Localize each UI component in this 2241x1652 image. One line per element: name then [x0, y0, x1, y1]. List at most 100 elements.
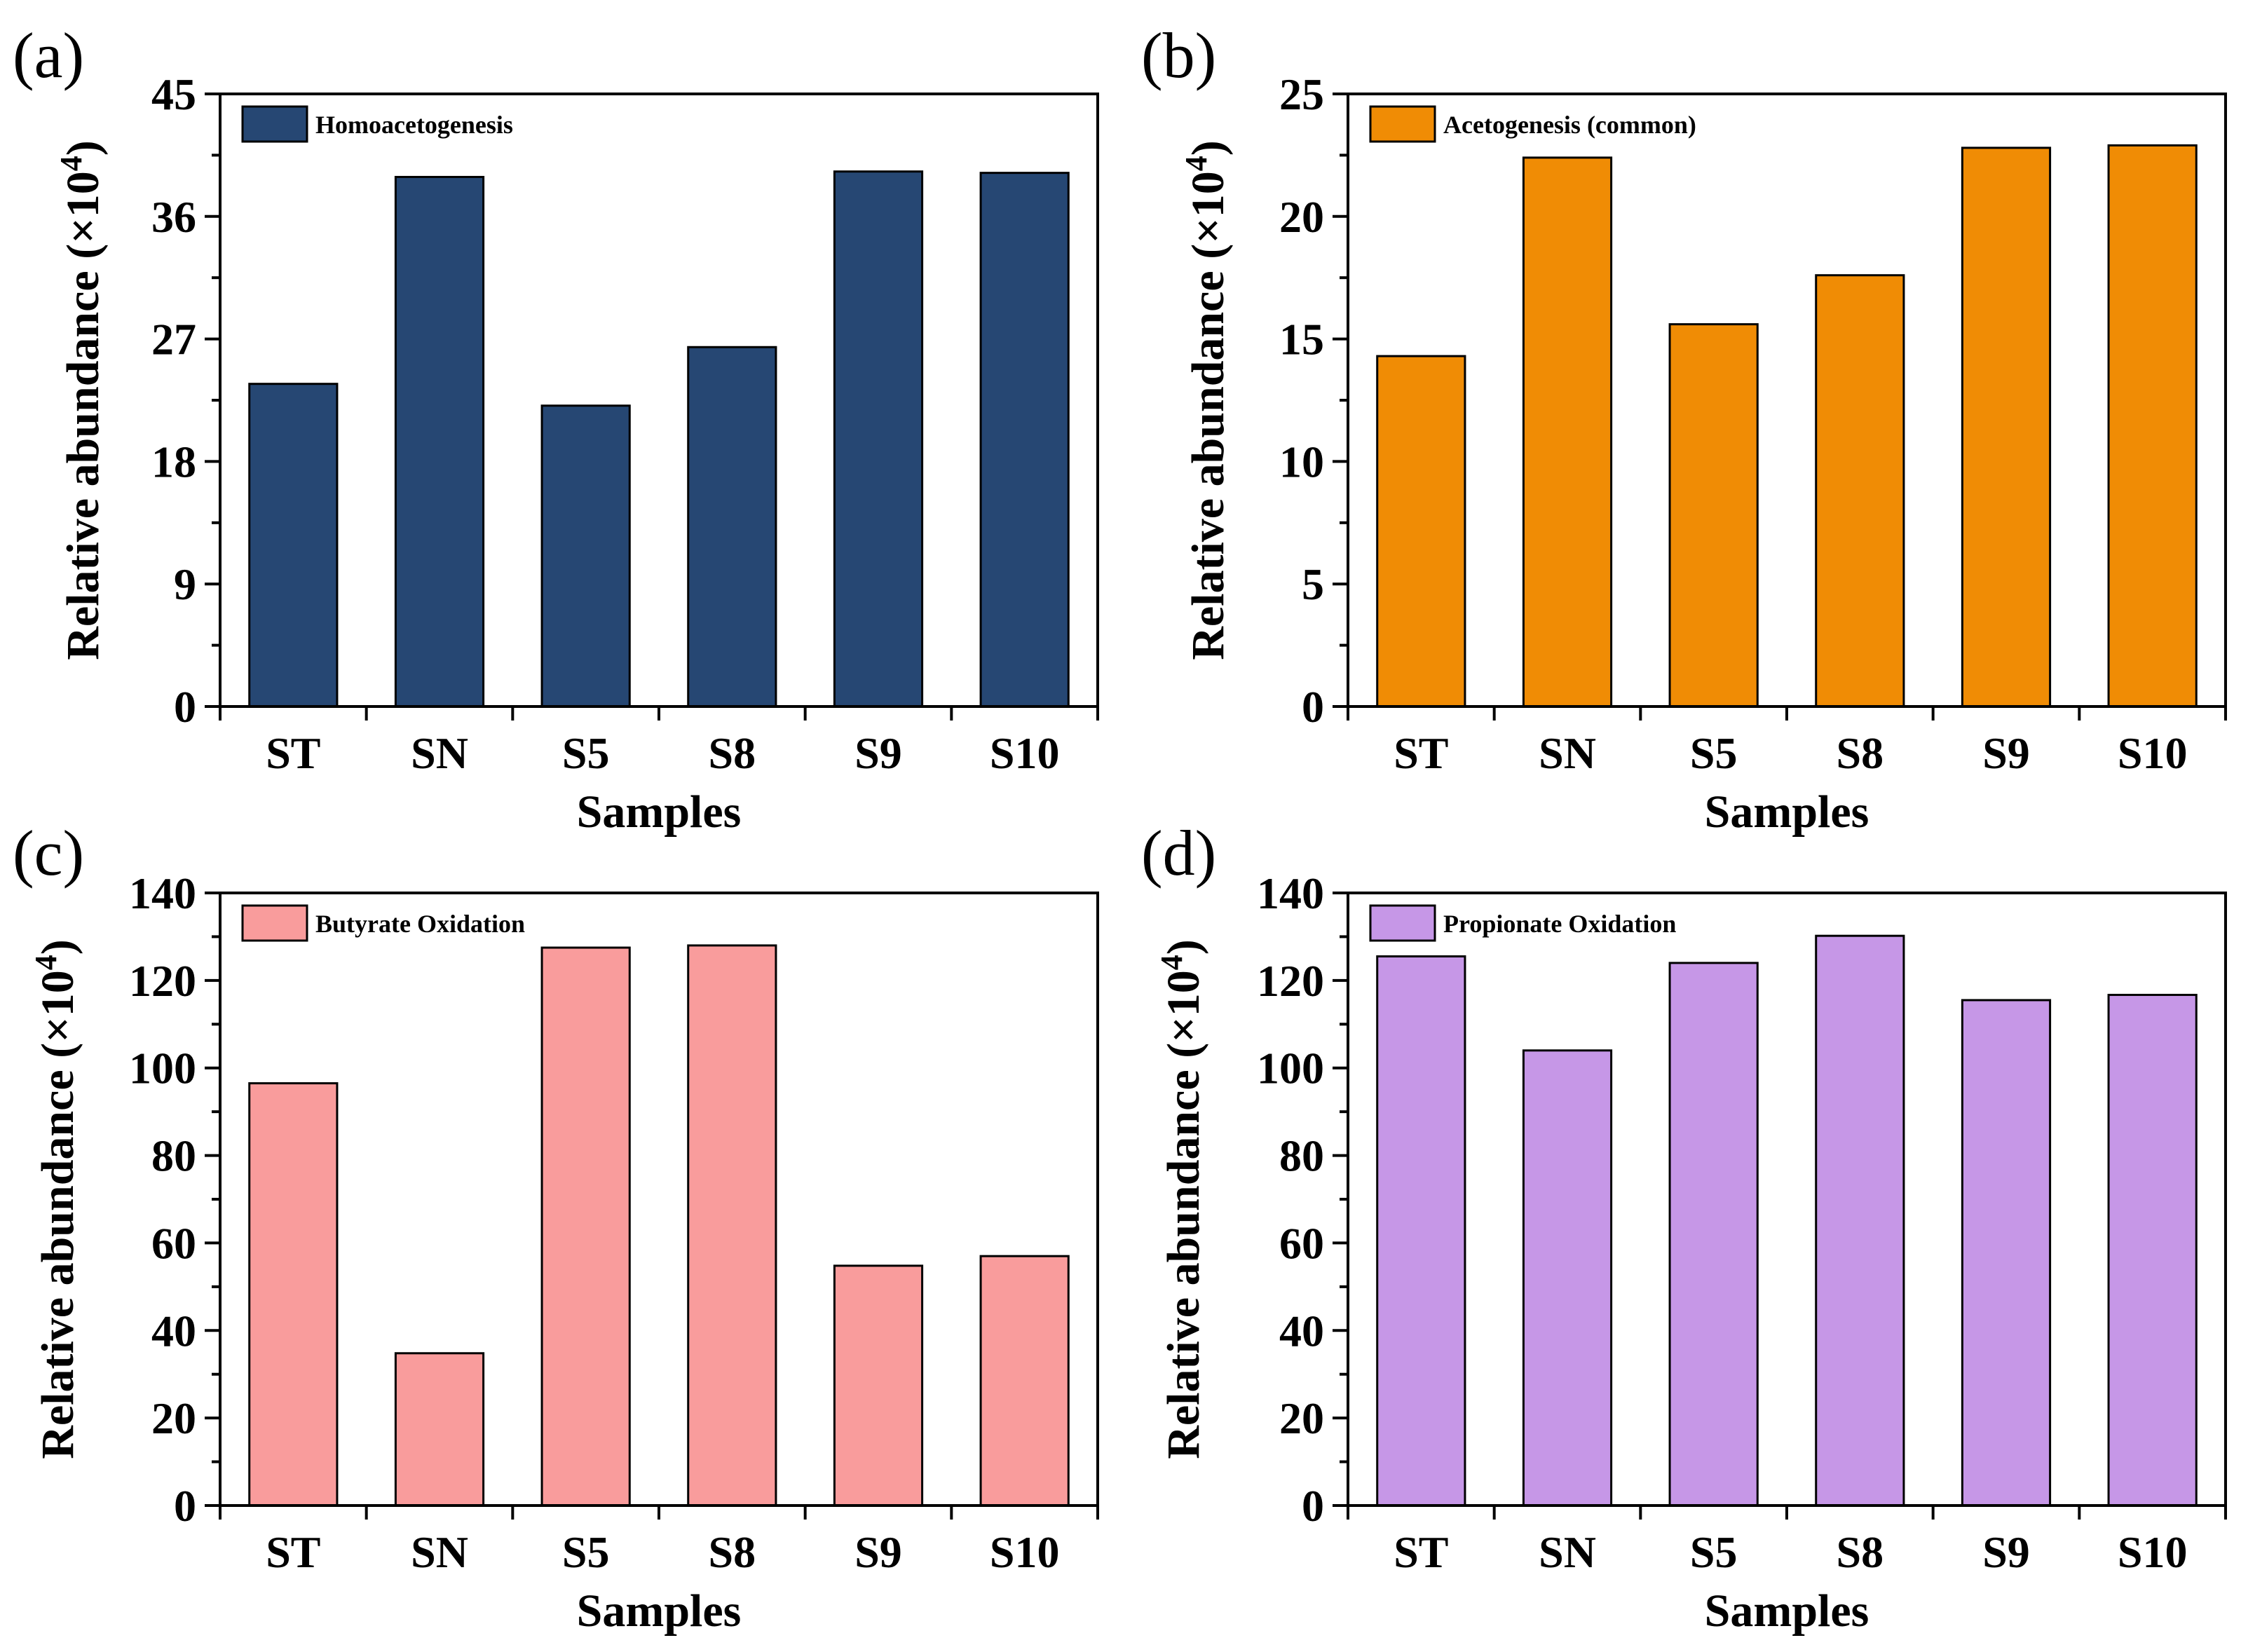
bar-s5 — [1668, 962, 1759, 1507]
y-axis-title: Relative abundance (×104) — [1179, 140, 1234, 660]
y-tick-label: 9 — [174, 559, 196, 609]
x-axis-title: Samples — [1705, 786, 1869, 838]
legend-swatch — [1369, 105, 1436, 143]
y-axis-title-close: ) — [32, 939, 83, 955]
legend-swatch — [1369, 904, 1436, 942]
bar-s10 — [2107, 993, 2198, 1507]
y-tick-label: 0 — [1302, 1481, 1324, 1531]
x-tick-label: S8 — [1837, 1527, 1884, 1577]
y-tick-label: 40 — [151, 1306, 196, 1356]
y-axis-title-sup: 4 — [29, 955, 63, 970]
x-tick-label: SN — [411, 728, 468, 778]
bar-s8 — [1815, 274, 1905, 708]
x-tick-label: S9 — [1982, 728, 2030, 778]
y-axis-title: Relative abundance (×104) — [29, 939, 83, 1459]
bar-s5 — [1668, 323, 1759, 708]
y-axis-title: Relative abundance (×104) — [1154, 939, 1209, 1459]
y-tick-label: 100 — [1257, 1044, 1324, 1093]
x-tick-label: S5 — [562, 728, 610, 778]
y-tick-label: 40 — [1279, 1306, 1324, 1356]
x-tick-label: S8 — [709, 728, 756, 778]
chart-panel: (c) 0 20 40 60 80 100 120 140 ST SN S5 S8 S9 S10 Sample… — [13, 817, 1099, 1637]
bar-s8 — [687, 944, 777, 1507]
panel-label: (a) — [13, 20, 84, 91]
y-tick-label: 5 — [1302, 559, 1324, 609]
x-tick-label: S9 — [854, 728, 902, 778]
bar-s8 — [687, 346, 777, 708]
y-tick-label: 100 — [129, 1044, 196, 1093]
bar-s9 — [1961, 146, 2052, 708]
bar-s9 — [1961, 999, 2052, 1507]
y-tick-label: 18 — [151, 437, 196, 486]
y-tick-label: 20 — [1279, 1393, 1324, 1443]
y-tick-label: 15 — [1279, 315, 1324, 364]
panel-label: (d) — [1141, 817, 1216, 889]
y-tick-label: 0 — [174, 682, 196, 732]
legend-label: Homoacetogenesis — [315, 111, 513, 139]
bar-st — [1376, 955, 1466, 1507]
bar-s10 — [979, 172, 1070, 708]
chart-panel: (b) 0 5 10 15 20 25 ST SN S5 S8 S9 S10 Samples Relativ… — [1141, 20, 2227, 838]
y-axis-title-sup: 4 — [1154, 955, 1189, 970]
legend-label: Acetogenesis (common) — [1443, 111, 1696, 139]
y-axis-title-main: Relative abundance (×10 — [1158, 970, 1209, 1459]
bar-st — [1376, 355, 1466, 708]
panel-label: (c) — [13, 817, 84, 889]
x-tick-label: SN — [411, 1527, 468, 1577]
legend-label: Propionate Oxidation — [1443, 910, 1676, 938]
x-tick-label: S8 — [709, 1527, 756, 1577]
x-axis-title: Samples — [577, 1585, 742, 1637]
x-tick-label: S5 — [562, 1527, 610, 1577]
y-tick-label: 80 — [151, 1131, 196, 1181]
y-tick-label: 140 — [1257, 868, 1324, 918]
y-axis-title-main: Relative abundance (×10 — [57, 171, 109, 660]
bar-st — [248, 1082, 339, 1507]
x-tick-label: SN — [1539, 728, 1596, 778]
x-tick-label: S5 — [1690, 728, 1738, 778]
bar-sn — [394, 1352, 485, 1507]
y-axis-title-close: ) — [1183, 140, 1234, 156]
y-tick-label: 60 — [1279, 1218, 1324, 1268]
x-tick-label: S10 — [2118, 1527, 2188, 1577]
y-tick-label: 140 — [129, 868, 196, 918]
bar-s10 — [979, 1255, 1070, 1507]
y-axis-title-main: Relative abundance (×10 — [1183, 171, 1234, 660]
y-axis-title-close: ) — [57, 140, 109, 156]
y-axis-title-sup: 4 — [1179, 156, 1213, 171]
chart-panel: (a) 0 9 18 27 36 45 ST SN S5 S8 S9 S10 Samples Relativ… — [13, 20, 1099, 838]
y-tick-label: 10 — [1279, 437, 1324, 486]
y-tick-label: 20 — [151, 1393, 196, 1443]
legend-label: Butyrate Oxidation — [315, 910, 525, 938]
bar-st — [248, 383, 339, 708]
y-tick-label: 120 — [129, 956, 196, 1006]
y-tick-label: 36 — [151, 192, 196, 242]
y-tick-label: 0 — [1302, 682, 1324, 732]
bar-s8 — [1815, 934, 1905, 1507]
y-axis-title: Relative abundance (×104) — [54, 140, 109, 660]
x-tick-label: S10 — [990, 1527, 1060, 1577]
legend-swatch — [241, 904, 308, 942]
bar-s9 — [833, 1264, 924, 1507]
y-tick-label: 60 — [151, 1218, 196, 1268]
panel-label: (b) — [1141, 20, 1216, 91]
y-axis-title-sup: 4 — [54, 156, 88, 171]
x-tick-label: S9 — [1982, 1527, 2030, 1577]
x-tick-label: S10 — [2118, 728, 2188, 778]
bar-s5 — [540, 946, 631, 1507]
bar-s9 — [833, 170, 924, 708]
y-tick-label: 120 — [1257, 956, 1324, 1006]
x-tick-label: S8 — [1837, 728, 1884, 778]
x-tick-label: ST — [1394, 1527, 1448, 1577]
bar-sn — [1522, 1049, 1613, 1507]
bar-sn — [394, 175, 485, 708]
bar-sn — [1522, 156, 1613, 708]
y-tick-label: 45 — [151, 69, 196, 119]
bar-s10 — [2107, 144, 2198, 708]
legend-swatch — [241, 105, 308, 143]
y-axis-title-main: Relative abundance (×10 — [32, 970, 83, 1459]
x-axis-title: Samples — [1705, 1585, 1869, 1637]
chart-panel: (d) 0 20 40 60 80 100 120 140 ST SN S5 S8 S9 S10 Sample… — [1141, 817, 2227, 1637]
y-tick-label: 80 — [1279, 1131, 1324, 1181]
y-tick-label: 25 — [1279, 69, 1324, 119]
